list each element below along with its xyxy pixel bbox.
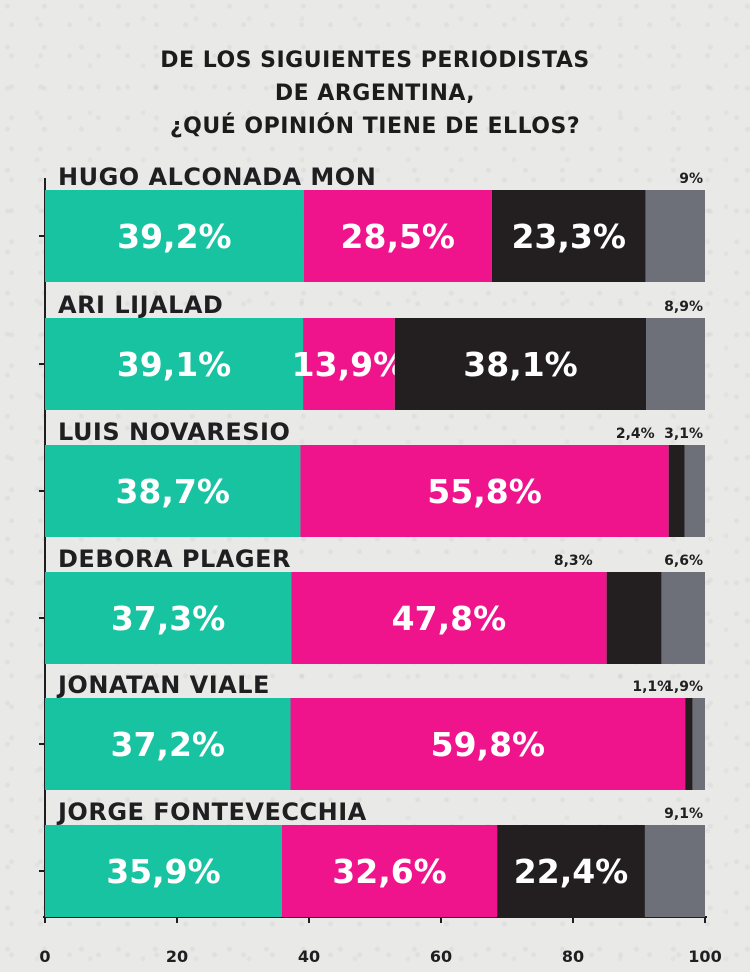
data-label: 38,7% xyxy=(115,472,230,511)
title-line-2: DE ARGENTINA, xyxy=(274,81,476,106)
category-label: HUGO ALCONADA MON xyxy=(58,163,376,191)
bar-segment xyxy=(281,825,498,917)
bar-segment xyxy=(45,190,304,282)
bar-segment xyxy=(45,825,282,917)
bar-segment xyxy=(291,572,607,664)
data-label: 32,6% xyxy=(332,852,447,891)
x-tick-label: 100 xyxy=(688,947,721,966)
bar-segment xyxy=(303,318,395,410)
data-label: 37,3% xyxy=(111,599,226,638)
category-label: JONATAN VIALE xyxy=(56,671,270,699)
data-label: 3,1% xyxy=(664,426,703,442)
data-label: 1,9% xyxy=(664,679,703,695)
x-tick-label: 20 xyxy=(166,947,188,966)
bar-segment xyxy=(45,318,304,410)
title-line-3: ¿QUÉ OPINIÓN TIENE DE ELLOS? xyxy=(169,114,581,139)
data-label: 22,4% xyxy=(514,852,629,891)
data-label: 8,3% xyxy=(554,553,593,569)
bar-segment xyxy=(303,190,492,282)
data-label: 1,1% xyxy=(632,679,671,695)
x-tick-label: 40 xyxy=(298,947,320,966)
data-label: 9% xyxy=(679,171,703,187)
data-label: 23,3% xyxy=(511,217,626,256)
data-label: 39,2% xyxy=(117,217,232,256)
category-label: DEBORA PLAGER xyxy=(58,545,291,573)
bar-segment xyxy=(692,698,705,790)
bar-segment xyxy=(646,318,705,410)
bar-segment xyxy=(606,572,662,664)
data-label: 39,1% xyxy=(117,345,232,384)
bar-segment xyxy=(644,825,705,917)
data-label: 37,2% xyxy=(111,725,226,764)
category-label: ARI LIJALAD xyxy=(58,291,223,319)
bar-segment xyxy=(645,190,705,282)
data-label: 2,4% xyxy=(616,426,655,442)
bar-segment xyxy=(394,318,647,410)
bar-segment xyxy=(45,572,292,664)
data-label: 6,6% xyxy=(664,553,703,569)
bar-segment xyxy=(300,445,669,537)
chart-title: DE LOS SIGUIENTES PERIODISTAS DE ARGENTI… xyxy=(0,44,750,143)
data-label: 8,9% xyxy=(664,299,703,315)
x-tick-label: 0 xyxy=(39,947,50,966)
bar-segment xyxy=(491,190,646,282)
x-tick-label: 60 xyxy=(430,947,452,966)
data-label: 9,1% xyxy=(664,806,703,822)
data-label: 13,9% xyxy=(292,345,407,384)
bar-segment xyxy=(45,445,301,537)
data-label: 47,8% xyxy=(392,599,507,638)
data-label: 55,8% xyxy=(427,472,542,511)
bar-segment xyxy=(661,572,705,664)
data-label: 38,1% xyxy=(463,345,578,384)
bar-segment xyxy=(668,445,685,537)
bar-segment xyxy=(684,445,705,537)
data-label: 59,8% xyxy=(431,725,546,764)
bar-segment xyxy=(45,698,291,790)
x-tick-label: 80 xyxy=(562,947,584,966)
category-label: LUIS NOVARESIO xyxy=(58,418,290,446)
bar-segment xyxy=(290,698,686,790)
category-label: JORGE FONTEVECCHIA xyxy=(56,798,367,826)
bar-segment xyxy=(685,698,693,790)
data-label: 28,5% xyxy=(341,217,456,256)
bar-segment xyxy=(497,825,645,917)
data-label: 35,9% xyxy=(106,852,221,891)
title-line-1: DE LOS SIGUIENTES PERIODISTAS xyxy=(160,48,590,73)
